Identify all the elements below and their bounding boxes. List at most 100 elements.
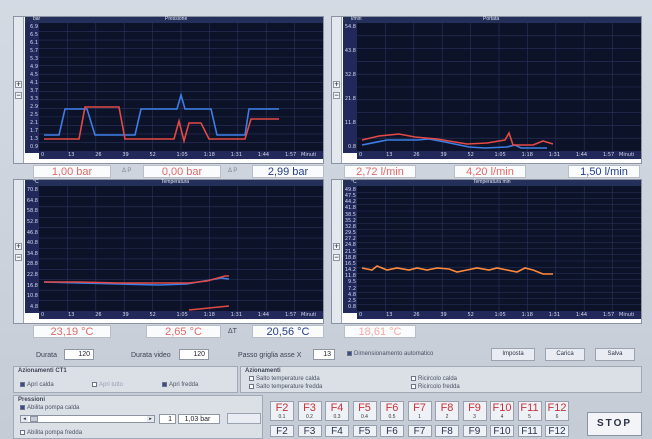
chart-scroll-bar[interactable]: + − (14, 17, 24, 163)
fkey-label: F10 (491, 426, 513, 437)
apri-calda-checkbox[interactable]: Apri calda (20, 382, 54, 389)
fkey-label: F12 (546, 402, 568, 414)
durata-input[interactable]: 120 (64, 349, 94, 360)
y-tick-label: 4.5 (30, 73, 38, 78)
y-tick-label: 22.8 (27, 273, 38, 278)
pompa-fredda-checkbox[interactable]: Abilita pompa fredda (20, 430, 82, 437)
plot-area (39, 186, 323, 311)
y-tick-label: 43.8 (345, 49, 356, 54)
auto-scale-checkbox[interactable]: Dimensionamento automatico (347, 351, 433, 358)
salto-fredda-checkbox[interactable]: Salto temperature fredda (249, 384, 322, 391)
fkey-label: F6 (381, 402, 403, 414)
fkey-row2-f10[interactable]: F10 (490, 425, 514, 437)
x-axis-labels: 0 13 26 39 52 1:05 1:18 1:31 1:44 1:57 Minuti (357, 151, 641, 159)
fkey-f8[interactable]: F8 2 (435, 401, 459, 421)
scroll-up-icon[interactable]: + (333, 81, 340, 88)
fkey-row2-f6[interactable]: F6 (380, 425, 404, 437)
y-tick-label: 41.8 (345, 206, 356, 211)
x-tick-label: 26 (95, 312, 101, 318)
checkbox-icon (20, 430, 25, 435)
section-title: Pressioni (18, 397, 45, 404)
y-tick-label: 0.9 (30, 145, 38, 150)
pressure-apply-button[interactable] (227, 413, 261, 424)
scroll-down-icon[interactable]: − (15, 92, 22, 99)
temperatura-min-plot (357, 186, 641, 311)
fkey-row2-f5[interactable]: F5 (353, 425, 377, 437)
fkey-value: 1 (409, 414, 431, 420)
chart-scroll-bar[interactable]: + − (332, 17, 342, 163)
fkey-f7[interactable]: F7 1 (408, 401, 432, 421)
chart-scroll-bar[interactable]: + − (332, 180, 342, 323)
passo-input[interactable]: 13 (313, 349, 335, 360)
scroll-up-icon[interactable]: + (15, 243, 22, 250)
pressioni-section: Pressioni Abilita pompa calda ◂ ▸ 1 1,03… (13, 395, 263, 439)
fkey-f12[interactable]: F12 6 (545, 401, 569, 421)
slider-thumb[interactable] (30, 416, 38, 422)
pressure-bar-input[interactable]: 1,03 bar (178, 414, 220, 424)
ricircolo-calda-checkbox[interactable]: Ricircolo calda (411, 376, 457, 383)
fkey-row2-f2[interactable]: F2 (270, 425, 294, 437)
x-tick-label: 26 (413, 312, 419, 318)
salva-button[interactable]: Salva (595, 348, 635, 361)
fkey-f9[interactable]: F9 3 (463, 401, 487, 421)
stop-button[interactable]: STOP (587, 412, 642, 436)
y-tick-label: 34.8 (27, 252, 38, 257)
checkbox-icon (411, 384, 416, 389)
plot-area (357, 186, 641, 311)
fkey-f3[interactable]: F3 0.2 (298, 401, 322, 421)
x-tick-label: 0 (41, 152, 44, 158)
fkey-f6[interactable]: F6 0.5 (380, 401, 404, 421)
fkey-row2-f4[interactable]: F4 (325, 425, 349, 437)
fkey-row2-f8[interactable]: F8 (435, 425, 459, 437)
series-line-red (362, 133, 553, 145)
fkey-f4[interactable]: F4 0.3 (325, 401, 349, 421)
readout-pressione-2: 0,00 bar (143, 165, 221, 178)
slider-left-arrow-icon[interactable]: ◂ (21, 416, 28, 422)
carica-button[interactable]: Carica (545, 348, 585, 361)
fkey-row2-f3[interactable]: F3 (298, 425, 322, 437)
scroll-down-icon[interactable]: − (333, 92, 340, 99)
x-tick-label: 1:44 (258, 152, 269, 158)
fkey-f5[interactable]: F5 0.4 (353, 401, 377, 421)
scroll-down-icon[interactable]: − (15, 254, 22, 261)
imposta-button[interactable]: Imposta (491, 348, 535, 361)
x-tick-label: 1:31 (549, 152, 560, 158)
fkey-f10[interactable]: F10 4 (490, 401, 514, 421)
fkey-row2-f11[interactable]: F11 (518, 425, 542, 437)
pressure-slider[interactable]: ◂ ▸ (20, 415, 155, 423)
temperatura-plot (39, 186, 323, 311)
checkbox-label: Abilita pompa fredda (27, 430, 82, 436)
fkey-row2-f9[interactable]: F9 (463, 425, 487, 437)
salto-calda-checkbox[interactable]: Salto temperature calda (249, 376, 320, 383)
scroll-up-icon[interactable]: + (333, 243, 340, 250)
x-tick-label: 1:18 (522, 312, 533, 318)
fkey-f11[interactable]: F11 5 (518, 401, 542, 421)
x-unit-label: Minuti (301, 152, 316, 158)
chart-panel-pressione: + − bar Pressione 6.9 6.5 6.1 5.7 5.3 4.9 4.5 4… (13, 16, 324, 164)
y-tick-label: 21.8 (345, 97, 356, 102)
checkbox-label: Apri tutto (99, 382, 123, 388)
apri-fredda-checkbox[interactable]: Apri fredda (162, 382, 198, 389)
x-tick-label: 0 (359, 312, 362, 318)
fkey-value: 0.3 (326, 414, 348, 420)
slider-right-arrow-icon[interactable]: ▸ (147, 416, 154, 422)
pressure-set-input[interactable]: 1 (159, 414, 176, 424)
fkey-row2-f12[interactable]: F12 (545, 425, 569, 437)
x-tick-label: 1:44 (576, 312, 587, 318)
ricircolo-fredda-checkbox[interactable]: Ricircolo fredda (411, 384, 460, 391)
durata-video-input[interactable]: 120 (179, 349, 209, 360)
apri-tutto-checkbox[interactable]: Apri tutto (92, 382, 123, 389)
scroll-down-icon[interactable]: − (333, 254, 340, 261)
fkey-row2-f7[interactable]: F7 (408, 425, 432, 437)
scroll-up-icon[interactable]: + (15, 81, 22, 88)
x-tick-label: 1:18 (204, 152, 215, 158)
chart-scroll-bar[interactable]: + − (14, 180, 24, 323)
fkey-f2[interactable]: F2 0.1 (270, 401, 294, 421)
y-tick-label: 16.8 (27, 284, 38, 289)
x-tick-label: 0 (41, 312, 44, 318)
fkey-value: 0.2 (299, 414, 321, 420)
pompa-calda-checkbox[interactable]: Abilita pompa calda (20, 405, 79, 412)
fkey-label: F8 (436, 402, 458, 414)
series-line-blue (44, 95, 279, 135)
